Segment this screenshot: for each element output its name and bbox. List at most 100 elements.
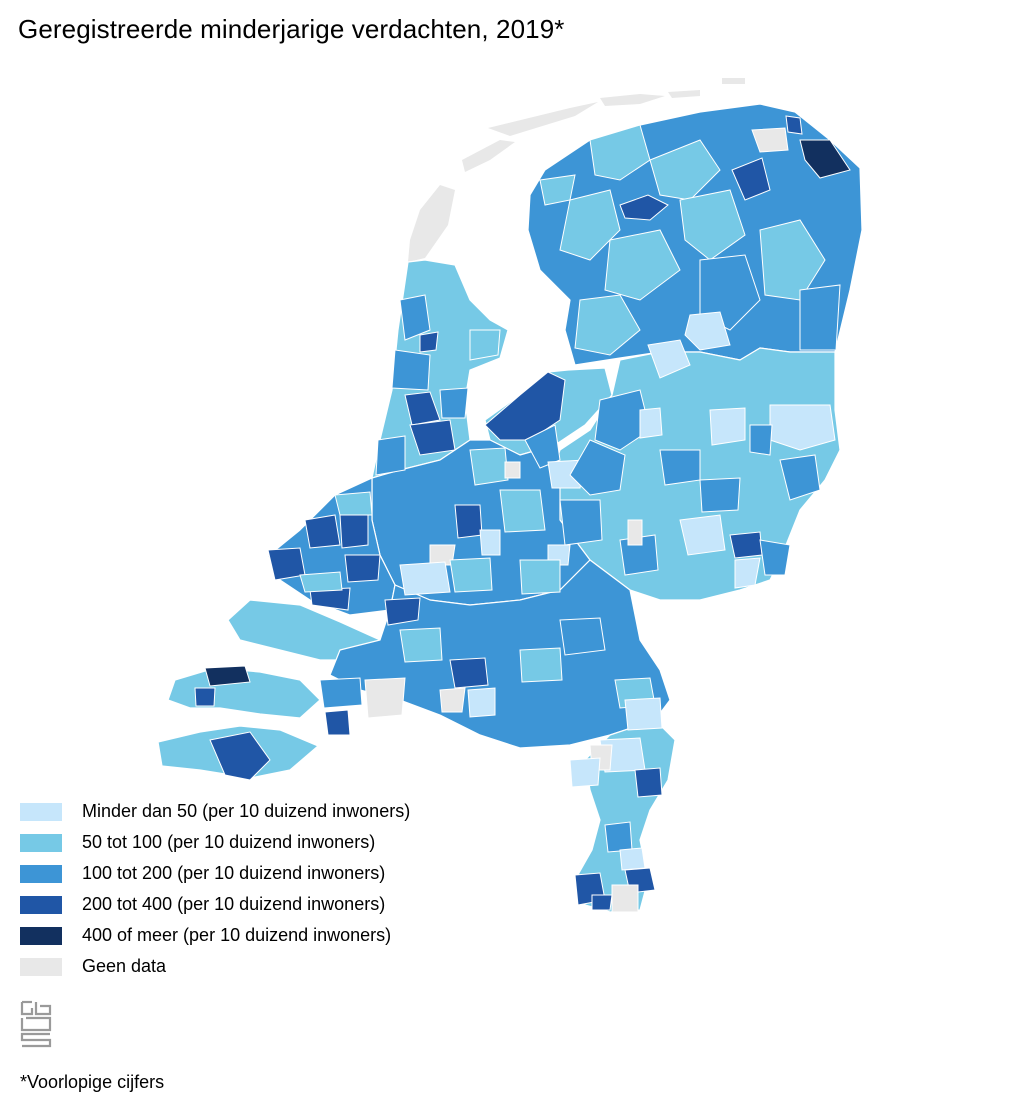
island-ameland	[600, 94, 665, 106]
legend-item: Geen data	[20, 951, 410, 982]
municipality	[624, 697, 663, 731]
legend-label: 50 tot 100 (per 10 duizend inwoners)	[82, 832, 376, 852]
map-legend: Minder dan 50 (per 10 duizend inwoners) 5…	[20, 796, 410, 982]
municipality	[194, 687, 216, 707]
municipality	[299, 571, 343, 593]
municipality	[409, 419, 456, 456]
municipality	[399, 561, 451, 596]
municipality	[559, 189, 621, 261]
municipality	[449, 557, 493, 593]
municipality	[454, 504, 483, 539]
municipality	[334, 491, 373, 516]
municipality	[769, 404, 836, 451]
legend-swatch	[20, 802, 62, 821]
municipality	[574, 294, 641, 356]
municipality	[627, 519, 643, 546]
municipality	[449, 657, 489, 689]
municipality	[619, 847, 646, 871]
legend-item: Minder dan 50 (per 10 duizend inwoners)	[20, 796, 410, 827]
municipality	[639, 407, 663, 439]
island-terschelling	[488, 102, 598, 136]
municipality	[785, 115, 803, 135]
page-title: Geregistreerde minderjarige verdachten, …	[18, 14, 565, 44]
municipality	[364, 677, 406, 719]
legend-label: Minder dan 50 (per 10 duizend inwoners)	[82, 801, 411, 821]
municipality	[504, 461, 521, 479]
municipality	[649, 139, 721, 201]
municipality	[779, 454, 821, 501]
municipality	[384, 597, 421, 626]
cbs-logo-icon	[20, 1000, 52, 1048]
municipality	[699, 477, 741, 513]
legend-item: 400 of meer (per 10 duizend inwoners)	[20, 920, 410, 951]
legend-swatch	[20, 957, 62, 976]
municipality	[469, 447, 509, 486]
legend-item: 50 tot 100 (per 10 duizend inwoners)	[20, 827, 410, 858]
municipality	[604, 229, 681, 301]
legend-label: 400 of meer (per 10 duizend inwoners)	[82, 925, 392, 945]
legend-swatch	[20, 833, 62, 852]
legend-swatch	[20, 864, 62, 883]
legend-swatch	[20, 926, 62, 945]
municipality	[375, 435, 406, 476]
municipality	[569, 439, 626, 496]
municipality	[604, 821, 633, 853]
municipality	[204, 665, 251, 687]
municipality	[679, 189, 746, 261]
municipality	[539, 174, 576, 206]
municipality	[559, 617, 606, 656]
municipality	[419, 331, 439, 353]
municipality	[399, 627, 443, 663]
municipality	[524, 424, 561, 469]
municipality	[519, 559, 561, 595]
municipality	[319, 677, 363, 709]
municipality	[324, 709, 351, 736]
municipality	[344, 554, 381, 583]
municipality	[589, 124, 651, 181]
legend-label: Geen data	[82, 956, 167, 976]
island-schier	[668, 90, 700, 98]
municipality	[684, 311, 731, 351]
municipality	[267, 547, 306, 581]
municipality	[439, 687, 466, 713]
island-rottumeroog	[722, 78, 745, 84]
municipality	[469, 329, 501, 361]
municipality	[519, 647, 563, 683]
municipality	[611, 884, 639, 913]
municipality	[751, 127, 789, 153]
municipality	[647, 339, 691, 379]
municipality	[304, 514, 341, 549]
legend-label: 100 tot 200 (per 10 duizend inwoners)	[82, 863, 386, 883]
municipality	[569, 757, 601, 788]
municipality	[439, 387, 469, 419]
municipality	[799, 139, 851, 179]
municipalities	[194, 115, 851, 913]
municipality	[399, 294, 431, 341]
municipality	[404, 391, 441, 426]
municipality	[679, 514, 726, 556]
municipality	[619, 194, 669, 221]
municipality	[391, 349, 431, 391]
municipality	[591, 894, 613, 911]
municipality	[699, 254, 761, 331]
municipality	[799, 284, 841, 351]
island-vlieland	[462, 140, 515, 172]
municipality	[634, 767, 663, 798]
legend-item: 200 tot 400 (per 10 duizend inwoners)	[20, 889, 410, 920]
island-texel	[408, 185, 455, 262]
legend-label: 200 tot 400 (per 10 duizend inwoners)	[82, 894, 386, 914]
municipality	[659, 449, 701, 486]
municipality	[479, 529, 501, 556]
municipality	[209, 731, 271, 781]
municipality	[559, 499, 603, 546]
municipality	[759, 539, 791, 576]
municipality	[339, 514, 369, 549]
municipality	[594, 389, 651, 451]
municipality	[467, 687, 496, 718]
municipality	[499, 489, 546, 533]
footnote: *Voorlopige cijfers	[20, 1072, 165, 1092]
legend-item: 100 tot 200 (per 10 duizend inwoners)	[20, 858, 410, 889]
wadden-islands	[408, 78, 745, 262]
municipality	[734, 557, 761, 589]
